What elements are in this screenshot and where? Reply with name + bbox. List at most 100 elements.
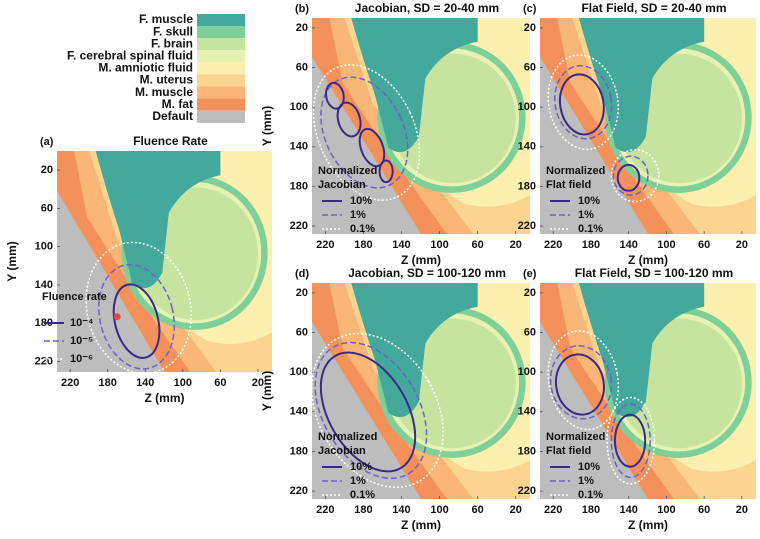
x-tick-label: 20	[252, 377, 264, 389]
tissue-map	[540, 283, 756, 499]
y-tick-label: 180	[518, 445, 536, 457]
y-axis-label: Y (mm)	[5, 241, 19, 281]
x-tick-label: 100	[430, 239, 448, 251]
legend-label: M. fat	[162, 97, 193, 111]
legend-swatch	[197, 86, 245, 99]
y-tick-label: 60	[524, 326, 536, 338]
x-tick-label: 140	[392, 239, 410, 251]
legend-swatch	[197, 98, 245, 111]
panel-label: (b)	[295, 3, 309, 15]
y-tick-label: 180	[290, 445, 308, 457]
legend-label: F. brain	[151, 36, 193, 50]
y-tick-label: 100	[290, 101, 308, 113]
contour-legend-label: 0.1%	[350, 223, 375, 235]
x-axis-label: Z (mm)	[628, 518, 668, 532]
tissue-map	[540, 18, 756, 234]
y-tick-label: 180	[35, 317, 53, 329]
x-tick-label: 140	[619, 504, 637, 516]
panel-title: Jacobian, SD = 20-40 mm	[355, 1, 499, 15]
y-tick-label: 220	[290, 485, 308, 497]
x-tick-label: 220	[316, 504, 334, 516]
x-tick-label: 140	[619, 239, 637, 251]
panel-label: (c)	[523, 3, 537, 15]
y-tick-label: 60	[41, 202, 53, 214]
y-tick-label: 180	[290, 180, 308, 192]
contour	[380, 161, 393, 183]
x-tick-label: 20	[510, 504, 522, 516]
panel: 20 60 100 140 180 220 220 180 140 100 60 20 (c) Flat …	[518, 1, 756, 267]
y-tick-label: 20	[296, 287, 308, 299]
y-tick-label: 60	[296, 61, 308, 73]
x-tick-label: 20	[510, 239, 522, 251]
x-tick-label: 180	[99, 377, 117, 389]
x-tick-label: 20	[736, 239, 748, 251]
x-tick-label: 100	[430, 504, 448, 516]
contour	[615, 415, 645, 467]
contour-legend-label: 10%	[350, 461, 372, 473]
x-axis-label: Z (mm)	[401, 518, 441, 532]
y-axis-label: Y (mm)	[260, 371, 274, 411]
x-tick-label: 60	[472, 504, 484, 516]
y-tick-label: 140	[35, 279, 53, 291]
y-tick-label: 100	[518, 101, 536, 113]
panel-title: Fluence Rate	[133, 134, 208, 148]
contour	[611, 150, 659, 202]
contour	[292, 323, 449, 498]
x-axis-label: Z (mm)	[401, 253, 441, 267]
x-tick-label: 220	[544, 239, 562, 251]
source-marker	[113, 313, 121, 321]
contour	[301, 336, 434, 487]
legend-label: F. cerebral spinal fluid	[67, 48, 193, 62]
contour	[304, 63, 425, 202]
contour-legend-label: 0.1%	[578, 223, 603, 235]
contour-legend-label: 10⁻⁵	[70, 335, 93, 347]
legend-label: Default	[152, 109, 193, 123]
panel: 20 60 100 140 180 220 220 180 140 100 60 20 (d) Jacob…	[260, 266, 530, 532]
legend-swatch	[197, 62, 245, 75]
x-tick-label: 100	[657, 239, 675, 251]
x-tick-label: 100	[174, 377, 192, 389]
contour-legend-label: 10%	[578, 195, 600, 207]
tissue-map	[304, 18, 530, 234]
y-tick-label: 220	[518, 220, 536, 232]
contour-legend-title: Normalized	[318, 165, 377, 177]
contour-legend-label: 1%	[350, 209, 366, 221]
x-tick-label: 60	[698, 239, 710, 251]
y-tick-label: 100	[35, 241, 53, 253]
y-tick-label: 60	[296, 326, 308, 338]
contour	[555, 71, 608, 138]
legend-swatch	[197, 26, 245, 39]
tissue-map	[292, 283, 530, 499]
panel-label: (e)	[523, 268, 537, 280]
contour-legend-title: Jacobian	[318, 179, 366, 191]
contour-legend-title: Flat field	[546, 445, 591, 457]
contour	[541, 49, 626, 155]
x-tick-label: 100	[657, 504, 675, 516]
legend-swatch	[197, 38, 245, 51]
contour	[106, 279, 166, 363]
y-tick-label: 20	[41, 164, 53, 176]
contour	[618, 165, 640, 191]
y-tick-label: 100	[518, 366, 536, 378]
contour-legend-label: 10⁻⁶	[70, 353, 93, 365]
contour	[334, 100, 364, 139]
panel-title: Jacobian, SD = 100-120 mm	[348, 266, 506, 280]
x-tick-label: 180	[582, 504, 600, 516]
contour-legend-label: 10⁻⁴	[70, 317, 93, 329]
y-axis-label: Y (mm)	[260, 106, 274, 146]
contour	[72, 230, 205, 386]
y-tick-label: 140	[518, 141, 536, 153]
legend-label: M. uterus	[140, 73, 194, 87]
contour	[611, 404, 650, 477]
contour-legend-label: 1%	[578, 475, 594, 487]
legend-swatch	[197, 13, 245, 27]
y-tick-label: 220	[35, 355, 53, 367]
x-tick-label: 140	[136, 377, 154, 389]
contour-legend-title: Jacobian	[318, 445, 366, 457]
y-tick-label: 20	[524, 287, 536, 299]
contour-legend-title: Normalized	[318, 431, 377, 443]
contour-legend-title: Flat field	[546, 179, 591, 191]
contour	[88, 256, 185, 378]
panel-title: Flat Field, SD = 20-40 mm	[581, 1, 726, 15]
contour	[541, 325, 626, 435]
